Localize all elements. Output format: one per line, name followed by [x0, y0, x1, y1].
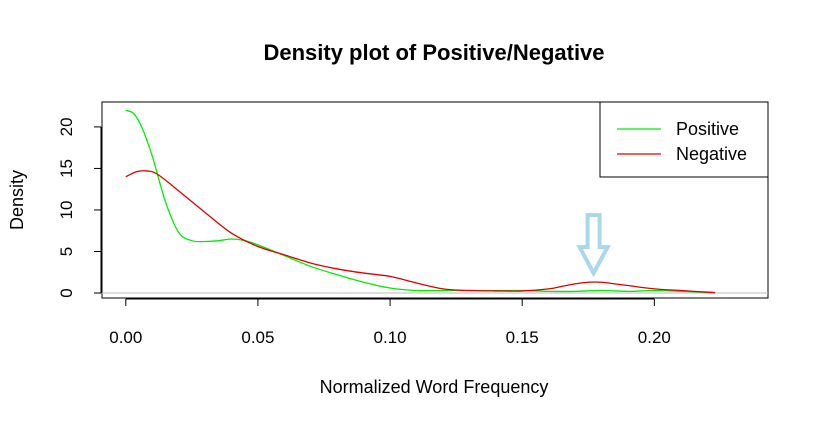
series-layer	[125, 109, 716, 294]
legend-label-positive: Positive	[676, 119, 739, 139]
series-line-negative	[125, 170, 716, 294]
chart-title: Density plot of Positive/Negative	[263, 40, 604, 65]
x-tick-label: 0.20	[638, 328, 671, 347]
legend-box	[599, 101, 769, 178]
y-axis-label: Density	[7, 170, 27, 230]
y-tick-label: 20	[57, 117, 76, 136]
legend: Positive Negative	[599, 101, 769, 178]
y-tick-label: 10	[57, 201, 76, 220]
x-tick-label: 0.15	[506, 328, 539, 347]
x-axis: 0.00 0.05 0.10 0.15 0.20	[109, 298, 671, 347]
annotation-arrow	[576, 213, 611, 278]
down-arrow-icon	[576, 213, 611, 278]
plot-frame	[101, 101, 769, 299]
y-tick-label: 0	[57, 288, 76, 297]
legend-label-negative: Negative	[676, 144, 747, 164]
y-tick-label: 5	[57, 247, 76, 256]
y-tick-label: 15	[57, 159, 76, 178]
series-line-positive	[125, 109, 716, 294]
y-axis: 0 5 10 15 20	[57, 117, 102, 298]
x-tick-label: 0.05	[241, 328, 274, 347]
x-axis-label: Normalized Word Frequency	[320, 377, 549, 397]
x-tick-label: 0.10	[374, 328, 407, 347]
x-tick-label: 0.00	[109, 328, 142, 347]
